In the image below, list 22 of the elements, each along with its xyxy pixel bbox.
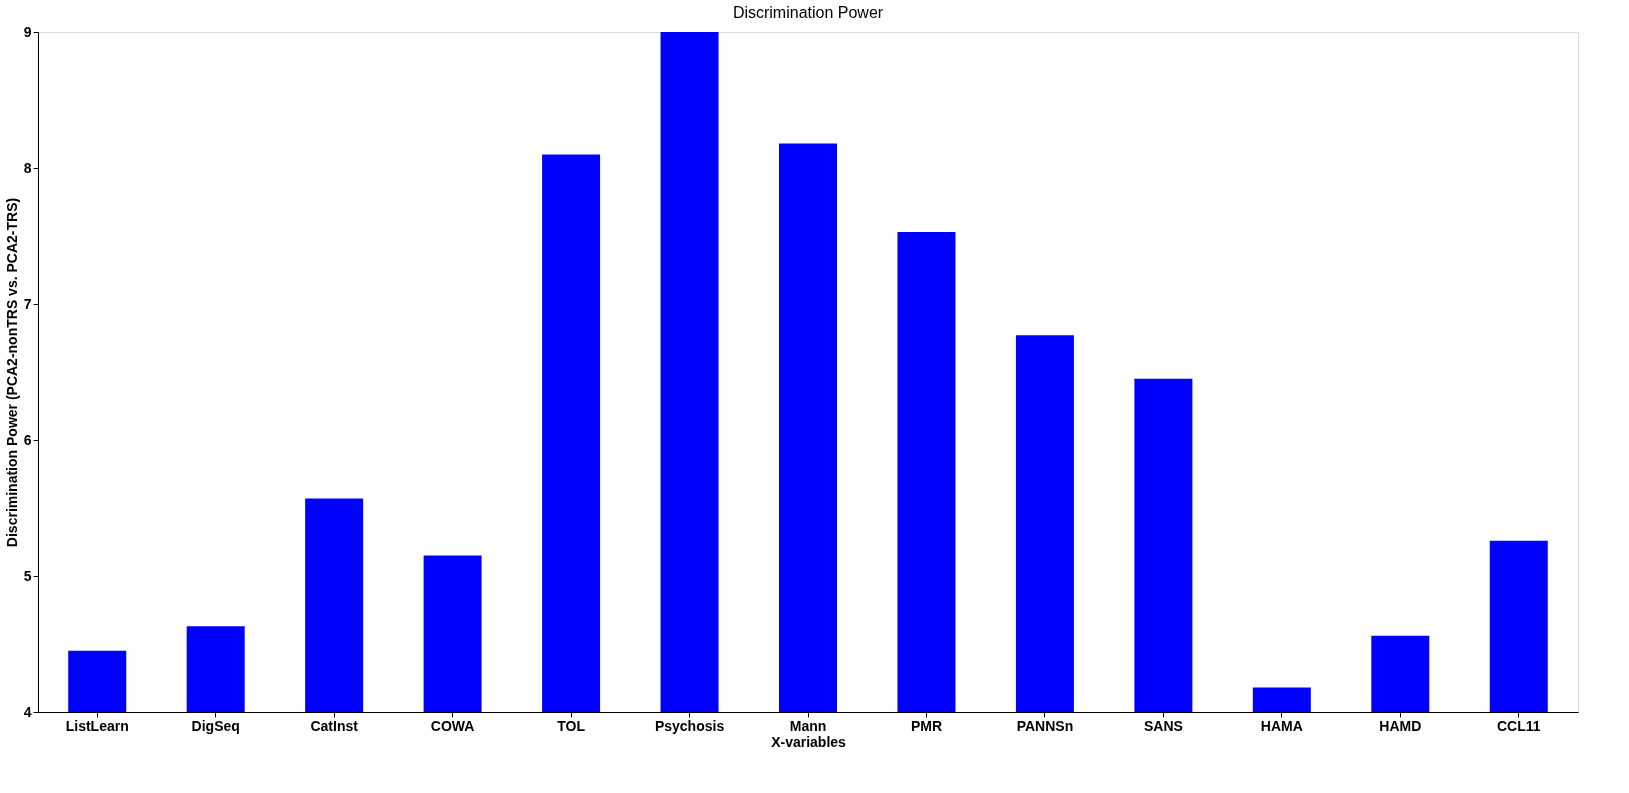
y-tick-label: 8	[23, 159, 32, 176]
x-tick-label: Psychosis	[654, 717, 725, 734]
x-tick-label: TOL	[557, 717, 586, 734]
x-axis-title: X-variables	[771, 733, 847, 750]
x-tick-label: CatInst	[310, 717, 359, 734]
x-tick-label: HAMA	[1260, 717, 1303, 734]
x-tick-label: Mann	[789, 717, 827, 734]
x-tick-label: DigSeq	[191, 717, 240, 734]
chart-title: Discrimination Power	[732, 4, 884, 21]
x-tick-label: CCL11	[1496, 717, 1541, 734]
x-tick-label: PMR	[910, 717, 943, 734]
y-tick-label: 6	[23, 431, 32, 448]
x-tick-label: HAMD	[1379, 717, 1422, 734]
x-tick-label: COWA	[430, 717, 475, 734]
y-axis-title: Discrimination Power (PCA2-nonTRS vs. PCA2-TRS)	[3, 197, 20, 548]
x-tick-label: PANNSn	[1016, 717, 1074, 734]
y-tick-label: 4	[23, 703, 32, 720]
x-tick-label: SANS	[1143, 717, 1183, 734]
y-tick-label: 7	[23, 295, 32, 312]
y-tick-label: 9	[23, 23, 32, 40]
y-tick-label: 5	[23, 567, 32, 584]
x-tick-label: ListLearn	[65, 717, 129, 734]
